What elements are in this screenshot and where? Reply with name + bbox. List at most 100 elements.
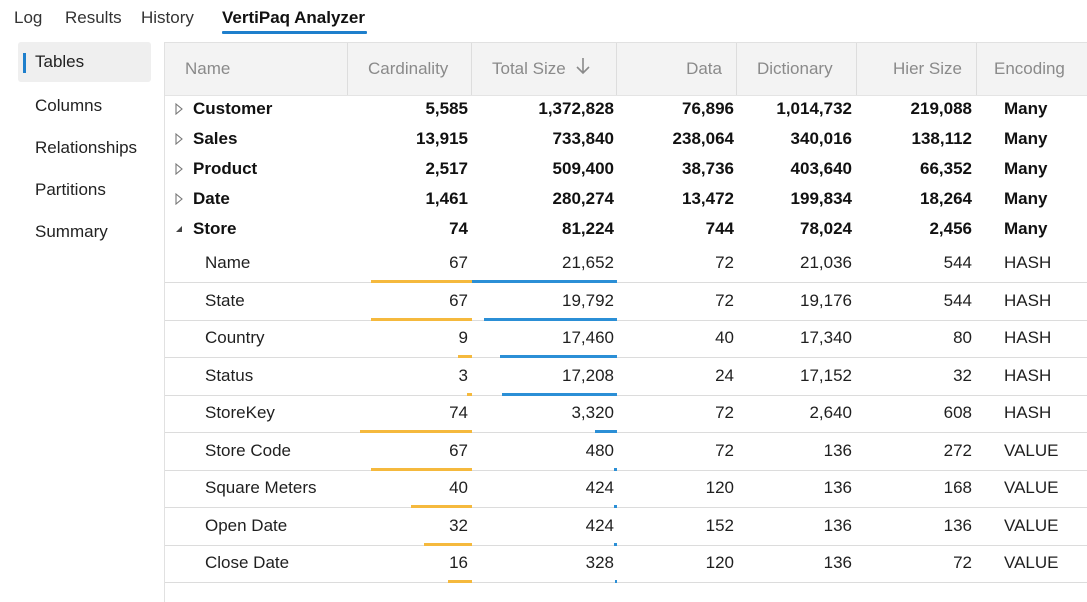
- table-cardinality: 2,517: [425, 159, 468, 178]
- total-size-bar: [502, 392, 617, 396]
- column-dictionary: 136: [823, 478, 852, 498]
- tab-vertipaq-analyzer[interactable]: VertiPaq Analyzer: [222, 8, 365, 27]
- table-dictionary: 78,024: [800, 219, 852, 238]
- column-cardinality: 9: [458, 328, 468, 348]
- column-name: Name: [205, 253, 251, 272]
- column-total-size: 19,792: [562, 290, 614, 310]
- column-hier-size: 544: [943, 253, 972, 272]
- table-row[interactable]: Product 2,517 509,400 38,736 403,640 66,352 Ma…: [165, 154, 1087, 184]
- table-data: 13,472: [682, 189, 734, 208]
- tab-history[interactable]: History: [141, 8, 194, 27]
- active-item-indicator: [23, 53, 26, 73]
- table-hier-size: 2,456: [929, 219, 972, 238]
- column-dictionary: 136: [823, 553, 852, 573]
- column-cardinality: 40: [449, 478, 468, 498]
- column-name: State: [205, 290, 245, 310]
- column-hier-size: 80: [953, 328, 972, 348]
- column-row[interactable]: State 67 19,792 72 19,176 544 HASH: [165, 282, 1087, 321]
- cardinality-bar: [371, 467, 472, 471]
- collapsed-triangle-icon[interactable]: [174, 184, 184, 214]
- column-row[interactable]: Country 9 17,460 40 17,340 80 HASH: [165, 320, 1087, 358]
- column-row[interactable]: Name 67 21,652 72 21,036 544 HASH: [165, 244, 1087, 283]
- cardinality-bar: [467, 392, 472, 396]
- table-encoding: Many: [1004, 189, 1048, 208]
- column-header-name[interactable]: Name: [165, 43, 348, 95]
- column-row[interactable]: StoreKey 74 3,320 72 2,640 608 HASH: [165, 395, 1087, 433]
- table-encoding: Many: [1004, 99, 1048, 118]
- total-size-bar: [614, 505, 617, 508]
- tab-results[interactable]: Results: [65, 8, 122, 27]
- column-header-dictionary[interactable]: Dictionary: [737, 43, 857, 95]
- cardinality-bar: [360, 430, 472, 433]
- column-header-encoding[interactable]: Encoding: [977, 43, 1087, 95]
- column-header-hier-size[interactable]: Hier Size: [857, 43, 977, 95]
- table-dictionary: 199,834: [790, 189, 852, 208]
- table-row[interactable]: Date 1,461 280,274 13,472 199,834 18,264 Many: [165, 184, 1087, 214]
- column-cardinality: 67: [449, 253, 468, 272]
- column-row[interactable]: Square Meters 40 424 120 136 168 VALUE: [165, 470, 1087, 508]
- collapsed-triangle-icon[interactable]: [174, 94, 184, 124]
- sidebar-item-label: Relationships: [35, 138, 138, 157]
- header-label: Cardinality: [368, 59, 449, 78]
- column-name: Close Date: [205, 553, 290, 573]
- collapsed-triangle-icon[interactable]: [174, 154, 184, 184]
- column-data: 24: [715, 365, 734, 385]
- collapsed-triangle-icon[interactable]: [174, 124, 184, 154]
- sidebar-item-label: Columns: [35, 96, 103, 115]
- tab-log[interactable]: Log: [14, 8, 43, 27]
- column-encoding: HASH: [1004, 365, 1052, 385]
- table-name: Product: [193, 159, 258, 178]
- sidebar-item-columns[interactable]: Columns: [18, 86, 151, 126]
- table-name: Sales: [193, 129, 238, 148]
- column-total-size: 480: [585, 440, 614, 460]
- sidebar-item-label: Summary: [35, 222, 108, 241]
- column-row[interactable]: Status 3 17,208 24 17,152 32 HASH: [165, 357, 1087, 396]
- table-name: Date: [193, 189, 230, 208]
- column-cardinality: 16: [449, 553, 468, 573]
- column-encoding: VALUE: [1004, 478, 1059, 498]
- column-data: 72: [715, 290, 734, 310]
- column-encoding: HASH: [1004, 290, 1052, 310]
- sidebar-item-tables[interactable]: Tables: [18, 42, 151, 82]
- column-dictionary: 136: [823, 515, 852, 535]
- column-row[interactable]: Store Code 67 480 72 136 272 VALUE: [165, 432, 1087, 471]
- column-encoding: VALUE: [1004, 553, 1059, 573]
- table-row[interactable]: Store 74 81,224 744 78,024 2,456 Many: [165, 214, 1087, 244]
- column-dictionary: 2,640: [809, 403, 852, 423]
- column-data: 72: [715, 440, 734, 460]
- table-row[interactable]: Sales 13,915 733,840 238,064 340,016 138,112 M…: [165, 124, 1087, 154]
- column-encoding: HASH: [1004, 403, 1052, 423]
- table-total-size: 1,372,828: [538, 99, 614, 118]
- column-dictionary: 19,176: [800, 290, 852, 310]
- table-dictionary: 340,016: [790, 129, 852, 148]
- column-header-cardinality[interactable]: Cardinality: [348, 43, 472, 95]
- column-hier-size: 544: [943, 290, 972, 310]
- total-size-bar: [614, 542, 617, 546]
- column-total-size: 328: [585, 553, 614, 573]
- column-hier-size: 32: [953, 365, 972, 385]
- cardinality-bar: [371, 317, 472, 321]
- table-hier-size: 138,112: [911, 129, 972, 148]
- column-dictionary: 136: [823, 440, 852, 460]
- grid-header: Name Cardinality Total Size Data Diction…: [165, 42, 1087, 96]
- sidebar-item-partitions[interactable]: Partitions: [18, 170, 151, 210]
- column-header-data[interactable]: Data: [617, 43, 737, 95]
- table-total-size: 509,400: [552, 159, 614, 178]
- column-row[interactable]: Open Date 32 424 152 136 136 VALUE: [165, 507, 1087, 546]
- table-row[interactable]: Customer 5,585 1,372,828 76,896 1,014,732 219…: [165, 94, 1087, 124]
- cardinality-bar: [424, 542, 472, 546]
- column-cardinality: 32: [449, 515, 468, 535]
- expanded-triangle-icon[interactable]: [174, 214, 184, 244]
- table-name: Customer: [193, 99, 273, 118]
- column-encoding: HASH: [1004, 328, 1052, 348]
- column-data: 40: [715, 328, 734, 348]
- column-header-total-size[interactable]: Total Size: [472, 43, 617, 95]
- table-hier-size: 18,264: [920, 189, 972, 208]
- sidebar-item-label: Partitions: [35, 180, 106, 199]
- sidebar-item-summary[interactable]: Summary: [18, 212, 151, 252]
- table-encoding: Many: [1004, 219, 1048, 238]
- sidebar-item-relationships[interactable]: Relationships: [18, 128, 151, 168]
- table-total-size: 280,274: [552, 189, 614, 208]
- column-row[interactable]: Close Date 16 328 120 136 72 VALUE: [165, 545, 1087, 583]
- column-total-size: 21,652: [562, 253, 614, 272]
